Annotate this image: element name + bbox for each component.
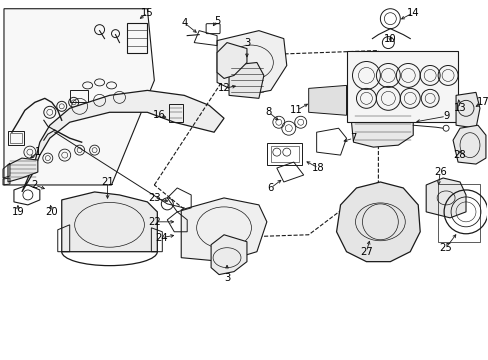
Text: 15: 15 bbox=[141, 8, 153, 18]
Polygon shape bbox=[61, 192, 157, 252]
Text: 13: 13 bbox=[453, 103, 466, 113]
Text: 17: 17 bbox=[476, 97, 488, 107]
Text: 20: 20 bbox=[45, 207, 58, 217]
Text: 23: 23 bbox=[148, 193, 161, 203]
Text: 9: 9 bbox=[442, 111, 448, 121]
Text: 4: 4 bbox=[181, 18, 187, 28]
Text: 7: 7 bbox=[349, 133, 356, 143]
Polygon shape bbox=[452, 125, 485, 164]
Polygon shape bbox=[8, 158, 38, 182]
Text: 3: 3 bbox=[224, 273, 230, 283]
Text: 21: 21 bbox=[101, 177, 114, 187]
Polygon shape bbox=[217, 42, 246, 78]
Polygon shape bbox=[22, 90, 224, 192]
Text: 11: 11 bbox=[290, 105, 303, 115]
Bar bbox=[8, 131, 24, 145]
Bar bbox=[169, 104, 183, 122]
Text: 8: 8 bbox=[265, 107, 271, 117]
Text: 5: 5 bbox=[213, 16, 220, 26]
Polygon shape bbox=[181, 198, 266, 262]
Text: 19: 19 bbox=[12, 207, 24, 217]
Bar bbox=[70, 90, 87, 102]
Polygon shape bbox=[4, 9, 154, 185]
Text: 16: 16 bbox=[153, 110, 165, 120]
Text: 6: 6 bbox=[267, 183, 273, 193]
Bar bbox=[437, 184, 479, 242]
Text: 22: 22 bbox=[148, 217, 161, 227]
Text: 10: 10 bbox=[383, 33, 396, 44]
Text: 27: 27 bbox=[359, 247, 372, 257]
Text: 3: 3 bbox=[244, 37, 249, 48]
Text: 25: 25 bbox=[439, 243, 451, 253]
Text: 24: 24 bbox=[155, 233, 167, 243]
Polygon shape bbox=[346, 50, 457, 122]
Text: 1: 1 bbox=[35, 147, 41, 157]
Bar bbox=[266, 143, 301, 165]
Polygon shape bbox=[350, 102, 412, 147]
Polygon shape bbox=[426, 178, 465, 218]
Text: 12: 12 bbox=[217, 84, 230, 93]
Text: 18: 18 bbox=[312, 163, 325, 173]
Polygon shape bbox=[308, 85, 346, 115]
Polygon shape bbox=[211, 235, 246, 275]
Text: 2: 2 bbox=[32, 180, 38, 190]
Polygon shape bbox=[455, 93, 479, 128]
Bar bbox=[270, 146, 298, 162]
Text: 28: 28 bbox=[453, 150, 466, 160]
Polygon shape bbox=[336, 182, 419, 262]
Polygon shape bbox=[228, 63, 264, 98]
Text: 14: 14 bbox=[406, 8, 419, 18]
Bar bbox=[10, 133, 22, 143]
Text: 26: 26 bbox=[433, 167, 446, 177]
Polygon shape bbox=[217, 31, 286, 95]
